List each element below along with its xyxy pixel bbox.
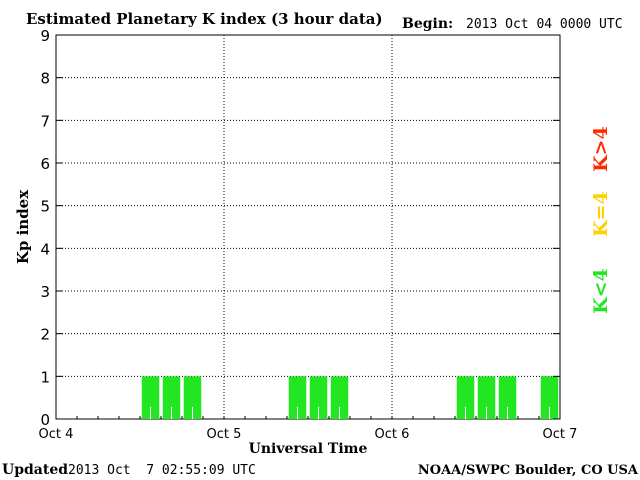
updated-label: Updated xyxy=(2,462,68,478)
y-tick-label: 0 xyxy=(40,411,50,429)
x-axis-ticks: Oct 4 Oct 5 Oct 6 Oct 7 xyxy=(39,416,578,442)
legend-k-less-4: K<4 xyxy=(590,268,612,314)
y-tick-label: 7 xyxy=(40,112,50,130)
x-tick-label: Oct 5 xyxy=(207,427,242,442)
kp-bar xyxy=(141,376,160,419)
kp-bar xyxy=(540,376,559,419)
chart-title: Estimated Planetary K index (3 hour data… xyxy=(26,10,383,28)
y-tick-label: 3 xyxy=(40,283,50,301)
y-tick-label: 1 xyxy=(40,368,50,386)
kp-bar xyxy=(477,376,496,419)
kp-bar xyxy=(456,376,475,419)
legend-k-equals-4: K=4 xyxy=(590,191,612,237)
y-axis-label: Kp index xyxy=(14,189,32,264)
begin-value: 2013 Oct 04 0000 UTC xyxy=(466,17,623,32)
plot-area xyxy=(55,34,561,420)
y-tick-label: 6 xyxy=(40,155,50,173)
y-tick-label: 8 xyxy=(40,70,50,88)
begin-label: Begin: xyxy=(402,16,453,32)
x-axis-label: Universal Time xyxy=(249,441,368,457)
kp-bar xyxy=(183,376,202,419)
credit-text: NOAA/SWPC Boulder, CO USA xyxy=(418,463,639,478)
kp-bar xyxy=(288,376,307,419)
kp-bar xyxy=(498,376,517,419)
updated-value: 2013 Oct 7 02:55:09 UTC xyxy=(68,463,256,478)
y-tick-label: 5 xyxy=(40,198,50,216)
y-tick-label: 4 xyxy=(40,240,50,258)
x-tick-label: Oct 6 xyxy=(375,427,410,442)
x-tick-label: Oct 4 xyxy=(39,427,74,442)
legend-k-greater-4: K>4 xyxy=(590,126,612,172)
y-axis-ticks: 0 1 2 3 4 5 6 7 8 9 xyxy=(40,27,560,429)
y-tick-label: 2 xyxy=(40,326,50,344)
y-tick-label: 9 xyxy=(40,27,50,45)
kp-bar xyxy=(309,376,328,419)
grid-lines xyxy=(56,35,560,419)
kp-bars xyxy=(141,376,559,419)
kp-bar xyxy=(330,376,349,419)
kp-bar xyxy=(162,376,181,419)
x-tick-label: Oct 7 xyxy=(543,427,578,442)
